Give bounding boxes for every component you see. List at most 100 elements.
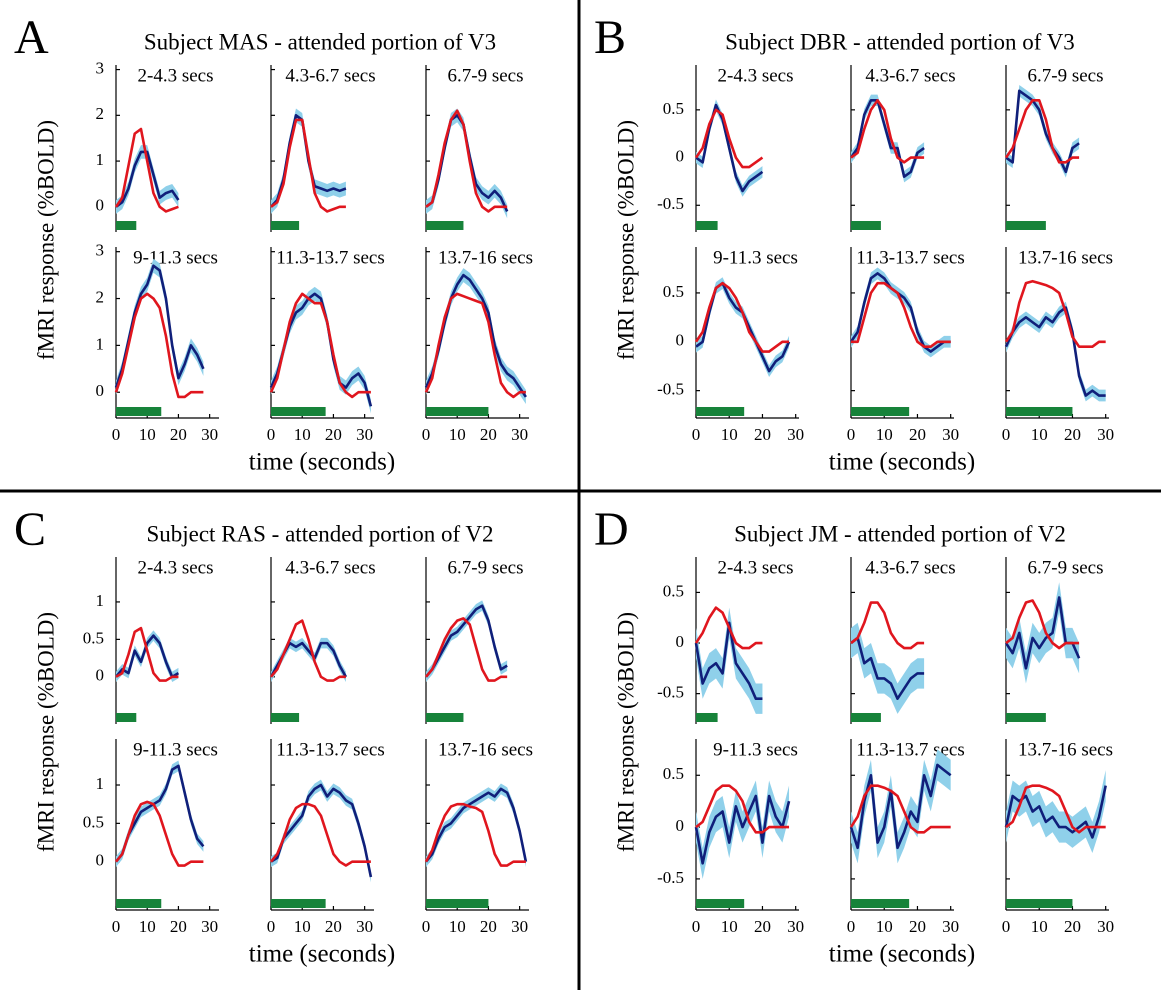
subplot-title: 2-4.3 secs [718, 557, 794, 578]
response-line [424, 802, 526, 867]
subplot-title: 13.7-16 secs [1018, 247, 1113, 268]
response-line [114, 800, 204, 867]
panel-title: Subject JM - attended portion of V2 [734, 521, 1066, 546]
response-line [695, 103, 764, 193]
response-line [849, 272, 951, 353]
error-band [851, 622, 925, 714]
response-line [694, 794, 791, 865]
stimulus-bar [696, 407, 745, 416]
x-tick-label: 20 [754, 917, 771, 936]
y-tick-label: 2 [96, 287, 105, 306]
x-tick-label: 10 [449, 917, 466, 936]
x-tick-label: 0 [692, 917, 701, 936]
y-tick-label: 0 [96, 666, 105, 685]
subplot-title: 2-4.3 secs [718, 65, 794, 86]
x-tick-label: 30 [787, 917, 804, 936]
x-axis-label: time (seconds) [249, 449, 395, 476]
response-line [270, 118, 346, 213]
y-tick-label: 0 [96, 381, 105, 400]
response-line [424, 787, 528, 863]
x-axis-label: time (seconds) [829, 941, 975, 968]
y-tick-label: 1 [96, 334, 105, 353]
stimulus-bar [426, 407, 489, 416]
x-tick-label: 20 [754, 425, 771, 444]
x-tick-label: 30 [511, 425, 528, 444]
response-line [1005, 599, 1080, 650]
y-tick-label: 1 [96, 591, 105, 610]
y-tick-label: 3 [96, 58, 105, 77]
subplot-title: 9-11.3 secs [713, 739, 798, 760]
x-axis-label: time (seconds) [249, 941, 395, 968]
response-line [115, 634, 180, 679]
subplot-title: 13.7-16 secs [438, 247, 533, 268]
stimulus-bar [1006, 899, 1073, 908]
y-tick-label: 0 [676, 816, 685, 835]
stimulus-bar [696, 221, 718, 230]
response-line [850, 601, 925, 650]
x-axis-label: time (seconds) [829, 449, 975, 476]
x-tick-label: 30 [356, 425, 373, 444]
subplot-title: 4.3-6.7 secs [865, 65, 955, 86]
y-tick-label: 0 [676, 146, 685, 165]
x-tick-label: 0 [692, 425, 701, 444]
y-tick-label: 0 [676, 632, 685, 651]
stimulus-bar [271, 407, 326, 416]
x-tick-label: 30 [942, 917, 959, 936]
x-tick-label: 20 [325, 425, 342, 444]
subplot-title: 4.3-6.7 secs [285, 557, 375, 578]
y-tick-label: 0.5 [83, 812, 104, 831]
y-tick-label: -0.5 [657, 683, 684, 702]
y-tick-label: 3 [96, 241, 105, 260]
x-tick-label: 0 [112, 917, 121, 936]
y-tick-label: 0.5 [83, 628, 104, 647]
y-tick-label: 0 [676, 331, 685, 350]
y-axis-label: fMRI response (%BOLD) [33, 120, 58, 360]
error-band [271, 637, 346, 683]
subplot-title: 2-4.3 secs [138, 65, 214, 86]
x-tick-label: 10 [294, 425, 311, 444]
response-line [851, 281, 951, 348]
stimulus-bar [271, 221, 300, 230]
response-line [850, 99, 925, 164]
x-tick-label: 0 [847, 425, 856, 444]
response-line [850, 636, 925, 700]
response-line [694, 281, 790, 353]
subplot-title: 4.3-6.7 secs [285, 65, 375, 86]
response-line [695, 784, 790, 834]
x-tick-label: 20 [480, 917, 497, 936]
y-axis-label: fMRI response (%BOLD) [33, 612, 58, 852]
stimulus-bar [271, 713, 300, 722]
stimulus-bar [116, 899, 162, 908]
x-tick-label: 30 [201, 917, 218, 936]
x-tick-label: 20 [909, 425, 926, 444]
panel-letter: C [14, 503, 46, 556]
subplot-title: 13.7-16 secs [1018, 739, 1113, 760]
stimulus-bar [696, 899, 745, 908]
error-band [696, 780, 790, 879]
x-tick-label: 20 [480, 425, 497, 444]
stimulus-bar [426, 899, 489, 908]
y-tick-label: 0.5 [663, 764, 684, 783]
x-tick-label: 10 [1031, 425, 1048, 444]
stimulus-bar [851, 899, 910, 908]
x-tick-label: 20 [1064, 425, 1081, 444]
stimulus-bar [116, 221, 137, 230]
response-line [270, 783, 373, 878]
response-line [694, 108, 764, 169]
subplot-title: 11.3-13.7 secs [276, 739, 385, 760]
y-axis-label: fMRI response (%BOLD) [613, 120, 638, 360]
x-tick-label: 0 [112, 425, 121, 444]
subplot-title: 4.3-6.7 secs [865, 557, 955, 578]
x-tick-label: 20 [325, 917, 342, 936]
stimulus-bar [116, 713, 137, 722]
subplot-title: 9-11.3 secs [713, 247, 798, 268]
y-tick-label: 1 [96, 774, 105, 793]
x-tick-label: 20 [1064, 917, 1081, 936]
response-line [114, 127, 179, 213]
x-tick-label: 0 [267, 425, 276, 444]
x-tick-label: 10 [721, 917, 738, 936]
x-tick-label: 10 [139, 917, 156, 936]
response-line [1004, 279, 1106, 348]
